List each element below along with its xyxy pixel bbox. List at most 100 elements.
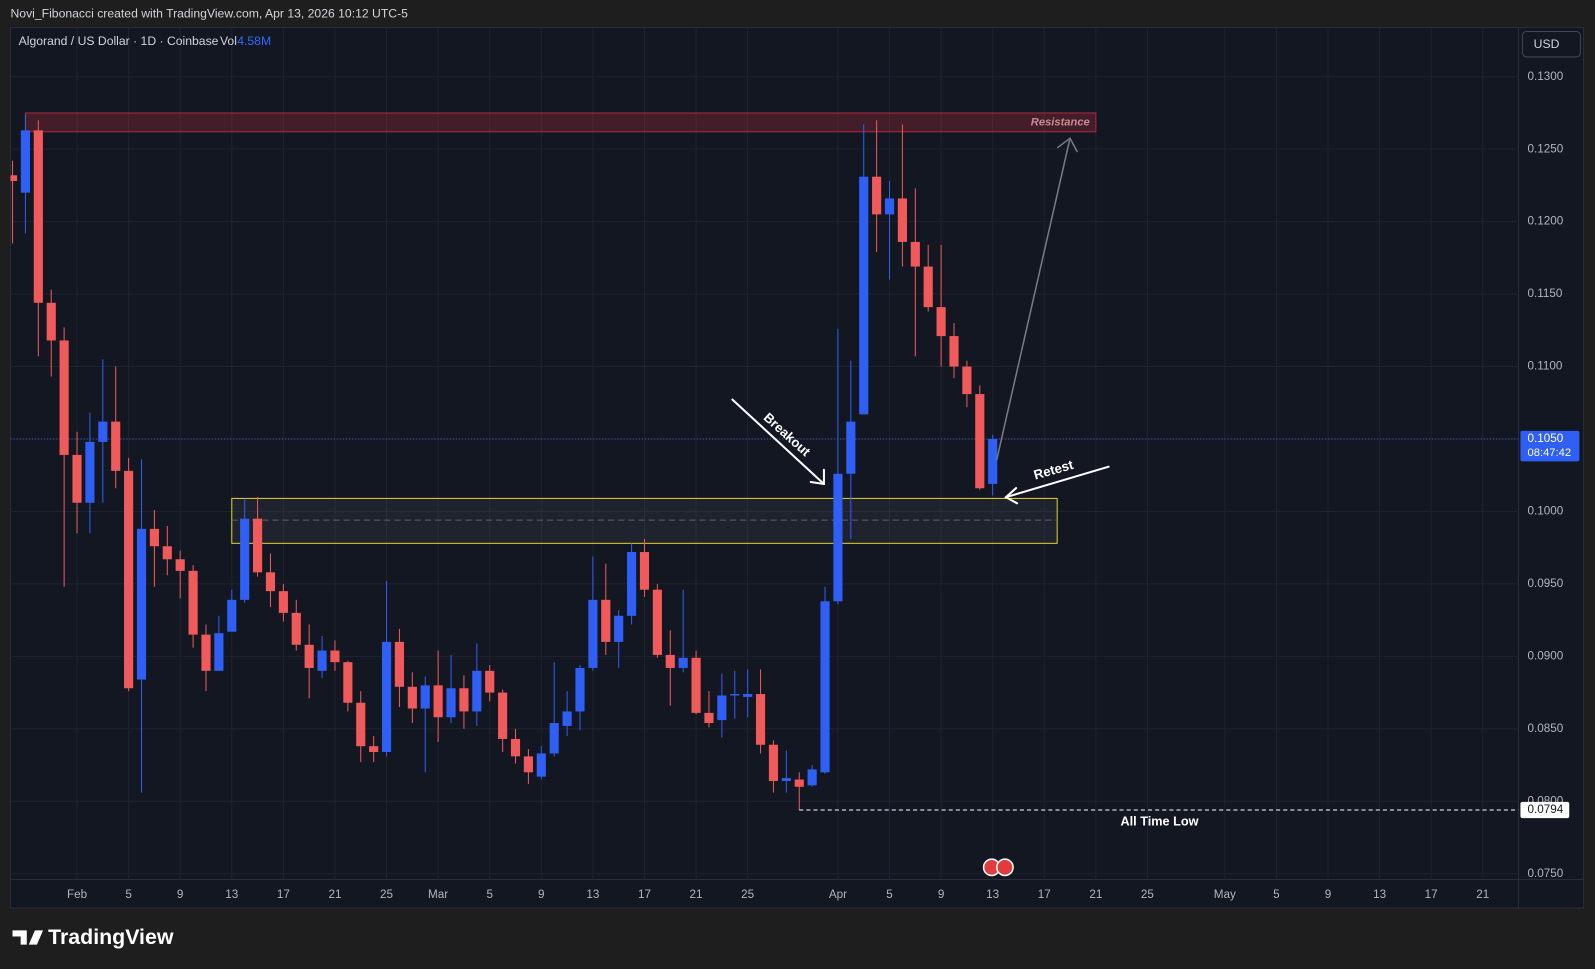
candle-body [962,366,972,395]
candle-body [781,778,791,781]
candle-body [743,694,753,697]
candle-body [291,612,301,645]
candle-body [755,694,766,745]
candle-body [859,176,869,415]
x-tick-label: 25 [741,888,755,901]
retest-arrow [1004,465,1110,499]
x-tick-label: 5 [486,888,493,901]
currency[interactable]: USD [1534,37,1560,51]
candles [10,114,1519,811]
candle-body [278,591,288,613]
candle-body [768,744,779,781]
chart-frame [9,26,1584,909]
x-tick-label: 9 [538,888,545,901]
currency-button[interactable] [1521,31,1581,58]
x-tick-label: 21 [1476,888,1489,901]
candle-body [10,175,18,182]
candle-body [910,241,920,267]
candle-body [936,307,946,337]
candle-body [704,712,714,724]
x-tick-label: 13 [586,888,599,901]
candle-body [420,685,430,709]
candle-body [652,589,662,655]
x-tick-label: May [1214,888,1236,901]
x-tick-label: 9 [1325,888,1332,901]
candle-body [317,650,327,671]
breakout-arrow-head [809,468,825,486]
all-time-low-label: All Time Low [1120,815,1198,829]
projection-arrow [996,137,1071,461]
symbol-title: Algorand / US Dollar · 1D · Coinbase [19,34,219,48]
candle-body [330,650,340,663]
candle-body [614,615,624,642]
axes: 0.07500.08000.08500.09000.09500.10000.10… [67,70,1564,901]
brand: TradingView [48,925,174,949]
x-tick-label: 17 [277,888,290,901]
candle-body [820,601,830,773]
candle-body [59,340,69,455]
candle-body [949,336,959,367]
x-tick-label: 13 [225,888,238,901]
candle-body [46,302,56,341]
candle-body [356,702,366,747]
candle-body [253,518,263,573]
candle-body [549,723,559,754]
candle-body [523,756,533,773]
retest-arrow-head [1004,487,1019,505]
brand-icon [12,930,44,945]
candle-body [214,633,224,671]
grid [10,27,1519,880]
y-tick-label: 0.0750 [1528,867,1564,880]
candle-body [188,570,198,635]
zones: Resistance [24,112,1097,544]
x-tick-label: 21 [690,888,703,901]
all-time-low-price-box [1520,801,1570,819]
y-tick-label: 0.0950 [1528,577,1564,590]
candle-body [394,641,405,687]
candle-body [536,753,546,777]
event-icon[interactable] [996,858,1014,877]
candle-body [446,688,456,718]
candle-body [730,694,740,696]
breakout-arrow [731,398,825,486]
candle-body [136,528,147,680]
projection-arrow-head [1057,137,1078,153]
x-tick-label: Apr [829,888,847,901]
brand-logo [12,930,44,945]
countdown: 08:47:42 [1528,447,1572,459]
candle-body [149,528,159,547]
candle-body [601,599,611,642]
candle-body [975,394,985,489]
candle-body [381,641,392,753]
candle-body [846,421,856,474]
candle-body [162,546,172,560]
candle-body [485,670,495,693]
x-tick-label: 25 [380,888,394,901]
candle-body [510,738,521,757]
candle-body [498,692,508,739]
x-tick-label: 5 [1273,888,1280,901]
x-tick-label: 9 [938,888,945,901]
candle-body [794,779,804,787]
x-tick-label: 21 [1089,888,1102,901]
candle-body [265,572,276,592]
y-tick-label: 0.1250 [1528,142,1564,155]
x-tick-label: 25 [1141,888,1155,901]
candle-body [459,688,469,712]
x-tick-label: 5 [886,888,893,901]
y-tick-label: 0.1200 [1528,215,1564,228]
candle-body [407,686,417,709]
candle-body [433,685,443,718]
candle-body [227,599,237,632]
candle-body [988,438,998,484]
candle-body [111,421,121,471]
candle-body [872,176,882,215]
x-tick-label: Mar [428,888,448,901]
candle-body [575,667,585,712]
volume-label: Vol [220,34,237,48]
candle-body [588,599,598,668]
y-tick-label: 0.1100 [1528,360,1563,373]
candle-body [562,711,572,726]
candle-body [85,441,95,503]
